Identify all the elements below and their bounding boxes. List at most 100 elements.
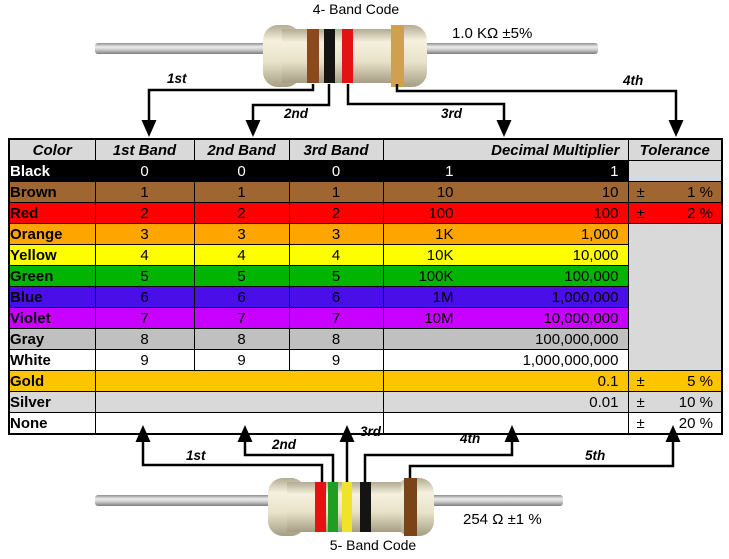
band2-value: 8: [193, 328, 290, 350]
band-yellow-3rd: [342, 482, 352, 532]
band1-value: 7: [94, 307, 195, 329]
band1-value: 4: [94, 244, 195, 266]
color-code-table: Color 1st Band 2nd Band 3rd Band Decimal…: [8, 138, 723, 435]
four-band-value: 1.0 KΩ ±5%: [452, 25, 533, 42]
multiplier-cell: 10K 10,000: [382, 244, 629, 266]
band-brown-1st: [307, 29, 319, 83]
header-multiplier: Decimal Multiplier: [382, 138, 629, 161]
row-white: White 9 9 9 1,000,000,000: [8, 349, 722, 371]
band2-value: 9: [193, 349, 290, 371]
band1-value: 5: [94, 265, 195, 287]
five-band-resistor-diagram: [95, 425, 681, 536]
band-green-2nd: [328, 482, 338, 532]
arrowheads-down: [141, 120, 684, 137]
tolerance-cell: [627, 160, 723, 182]
color-name: Green: [8, 265, 96, 287]
band3-value: 4: [288, 244, 384, 266]
band3-value: 8: [288, 328, 384, 350]
color-name: Violet: [8, 307, 96, 329]
band2-value: 3: [193, 223, 290, 245]
band3-value: 1: [288, 181, 384, 203]
tolerance-value: 2 %: [687, 204, 713, 222]
band2-value: 7: [193, 307, 290, 329]
band3-value: 3: [288, 223, 384, 245]
row-green: Green 5 5 5 100K 100,000: [8, 265, 722, 287]
band1-value: 6: [94, 286, 195, 308]
band1-value: 9: [94, 349, 195, 371]
tolerance-cell: ±5 %: [627, 370, 723, 392]
row-red: Red 2 2 2 100 100 ±2 %: [8, 202, 723, 224]
header-tolerance: Tolerance: [627, 138, 723, 161]
row-gold: Gold 0.1 ±5 %: [8, 370, 723, 392]
band2-value: 5: [193, 265, 290, 287]
band3-value: 9: [288, 349, 384, 371]
label-2nd-top: 2nd: [284, 106, 309, 121]
band2-value: 1: [193, 181, 290, 203]
color-name: Gold: [8, 370, 96, 392]
color-name: Yellow: [8, 244, 96, 266]
band-red-3rd: [342, 29, 353, 83]
tolerance-value: 10 %: [678, 393, 713, 411]
color-name: None: [8, 412, 96, 435]
label-2nd-bottom: 2nd: [272, 437, 297, 452]
four-band-title: 4- Band Code: [312, 1, 400, 17]
band1-value: 1: [94, 181, 195, 203]
color-name: Gray: [8, 328, 96, 350]
tolerance-cell: ±2 %: [627, 202, 723, 224]
tolerance-value: 1 %: [687, 183, 713, 201]
band2-value: 0: [193, 160, 290, 182]
five-band-title: 5- Band Code: [329, 537, 417, 553]
pointer-lines: [141, 441, 675, 485]
multiplier-cell: 100K 100,000: [382, 265, 629, 287]
multiplier-cell: 0.01: [382, 391, 629, 413]
row-orange: Orange 3 3 3 1K 1,000: [8, 223, 723, 371]
band3-value: 6: [288, 286, 384, 308]
tolerance-cell: ±10 %: [627, 391, 723, 413]
band-black-2nd: [324, 29, 335, 83]
band1-value: 2: [94, 202, 195, 224]
row-blue: Blue 6 6 6 1M 1,000,000: [8, 286, 722, 308]
header-row: Color 1st Band 2nd Band 3rd Band Decimal…: [8, 138, 723, 161]
row-gray: Gray 8 8 8 100,000,000: [8, 328, 722, 350]
header-band2: 2nd Band: [193, 138, 290, 161]
label-3rd-bottom: 3rd: [360, 424, 382, 439]
multiplier-cell: 1,000,000,000: [382, 349, 629, 371]
band-brown-5th: [404, 478, 417, 536]
band1-value: 0: [94, 160, 195, 182]
band3-value: 5: [288, 265, 384, 287]
tolerance-value: 5 %: [687, 372, 713, 390]
tolerance-sign: ±: [636, 372, 645, 390]
bands-empty-cell: [94, 370, 384, 392]
color-name: Black: [8, 160, 96, 182]
band2-value: 6: [193, 286, 290, 308]
tolerance-sign: ±: [636, 204, 645, 222]
header-color: Color: [8, 138, 96, 161]
row-brown: Brown 1 1 1 10 10 ±1 %: [8, 181, 723, 203]
label-1st-bottom: 1st: [186, 448, 206, 463]
band-gold-4th: [391, 25, 404, 87]
bands-empty-cell: [94, 391, 384, 413]
label-4th-top: 4th: [623, 73, 644, 88]
multiplier-cell: 0.1: [382, 370, 629, 392]
band3-value: 2: [288, 202, 384, 224]
row-yellow: Yellow 4 4 4 10K 10,000: [8, 244, 722, 266]
tolerance-cell: ±1 %: [627, 181, 723, 203]
band-red-1st: [315, 482, 326, 532]
multiplier-cell: 10 10: [382, 181, 629, 203]
label-3rd-top: 3rd: [441, 106, 463, 121]
color-name: Silver: [8, 391, 96, 413]
color-name: Blue: [8, 286, 96, 308]
tolerance-empty-cell: [627, 223, 723, 371]
multiplier-cell: 1K 1,000: [382, 223, 629, 245]
five-band-value: 254 Ω ±1 %: [463, 511, 542, 528]
multiplier-cell: 100,000,000: [382, 328, 629, 350]
tolerance-sign: ±: [636, 414, 645, 432]
band1-value: 8: [94, 328, 195, 350]
label-1st-top: 1st: [167, 71, 187, 86]
row-silver: Silver 0.01 ±10 %: [8, 391, 723, 413]
row-none: None ±20 %: [8, 412, 723, 435]
band2-value: 4: [193, 244, 290, 266]
color-name: Red: [8, 202, 96, 224]
